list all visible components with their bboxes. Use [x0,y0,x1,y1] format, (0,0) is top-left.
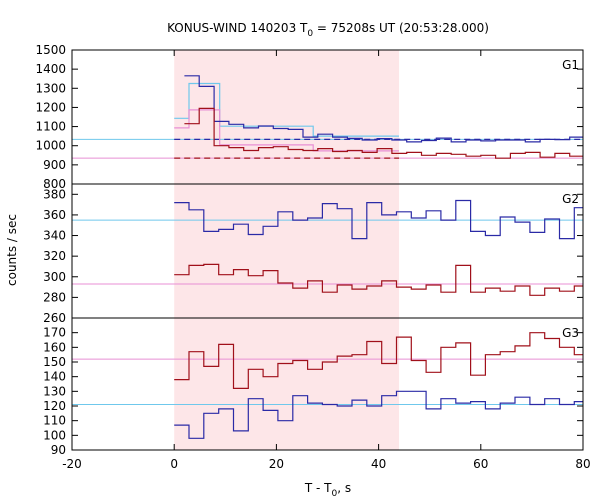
g1-panel-label: G1 [562,58,579,72]
x-tick-label: 60 [473,457,488,471]
g3-y-tick-label: 140 [43,370,66,384]
x-tick-label: 0 [170,457,178,471]
g2-y-tick-label: 380 [43,187,66,201]
g3-series-blue [174,390,583,439]
g3-y-tick-label: 130 [43,384,66,398]
g1-y-tick-label: 800 [43,177,66,191]
g3-panel-label: G3 [562,326,579,340]
x-tick-label: 20 [269,457,284,471]
g3-y-tick-label: 160 [43,340,66,354]
g2-y-tick-label: 280 [43,290,66,304]
x-axis-label: T - T0, s [304,481,351,499]
g2-y-tick-label: 360 [43,208,66,222]
g3-panel-frame [71,317,584,451]
g3-y-tick-label: 120 [43,399,66,413]
g3-series-red [174,332,583,389]
highlight-interval [174,50,400,450]
g2-y-tick-label: 320 [43,249,66,263]
g2-series-red [174,263,583,296]
g1-y-tick-label: 1100 [35,120,66,134]
g1-y-tick-label: 1400 [35,62,66,76]
y-axis-label: counts / sec [5,214,19,286]
g1-y-tick-label: 1000 [35,139,66,153]
g1-y-tick-label: 1500 [35,43,66,57]
g1-y-tick-label: 900 [43,158,66,172]
x-tick-label: 80 [575,457,590,471]
g1-y-tick-label: 1300 [35,81,66,95]
g3-y-tick-label: 110 [43,414,66,428]
chart-title: KONUS-WIND 140203 T0 = 75208s UT (20:53:… [167,21,489,39]
g3-y-tick-label: 150 [43,355,66,369]
g1-series-red [184,107,583,159]
g2-y-tick-label: 300 [43,270,66,284]
g2-y-tick-label: 260 [43,311,66,325]
g3-y-tick-label: 90 [51,443,66,457]
g1-y-tick-label: 1200 [35,100,66,114]
g3-y-tick-label: 100 [43,428,66,442]
x-tick-label: 40 [371,457,386,471]
g2-panel-label: G2 [562,192,579,206]
g3-y-tick-label: 170 [43,326,66,340]
g2-series-blue [174,199,583,240]
g2-y-tick-label: 340 [43,229,66,243]
x-tick-label: -20 [62,457,82,471]
g1-series-blue [184,75,583,143]
